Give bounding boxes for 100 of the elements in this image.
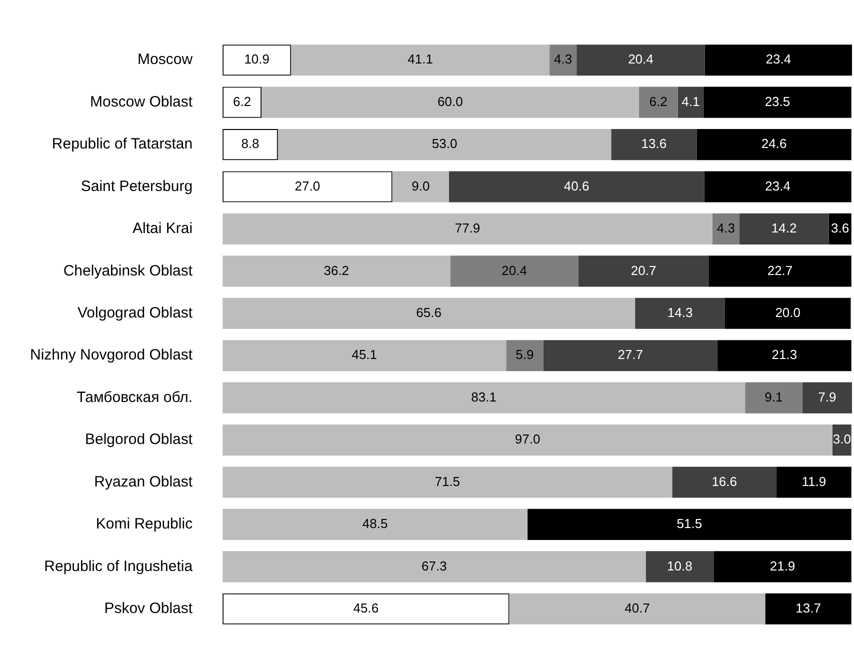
data-label: 22.7 (767, 262, 793, 278)
bar (696, 129, 852, 160)
bar (278, 129, 612, 160)
bar (528, 508, 852, 540)
data-label: 14.2 (771, 220, 797, 236)
bar (222, 340, 506, 372)
bar (543, 340, 718, 372)
bar (635, 298, 725, 329)
bar (222, 551, 646, 582)
data-label: 20.0 (775, 304, 801, 320)
bar (739, 213, 829, 244)
y-tick-label: Komi Republic (96, 516, 194, 533)
data-label: 20.7 (630, 262, 656, 278)
y-tick-label: Moscow Oblast (90, 93, 194, 110)
bar (578, 256, 709, 287)
bar (802, 382, 852, 414)
bar (745, 382, 802, 414)
data-label: 10.8 (667, 558, 692, 574)
bar (765, 593, 852, 624)
data-label: 36.2 (324, 262, 350, 278)
y-tick-label: Ryazan Oblast (94, 473, 194, 490)
data-label: 23.5 (764, 94, 790, 109)
data-label: 16.6 (712, 474, 738, 489)
data-label: 20.4 (628, 52, 654, 67)
data-label: 21.3 (772, 347, 798, 362)
bar (704, 86, 852, 118)
bar (828, 213, 852, 244)
bar (678, 86, 704, 118)
data-label: 97.0 (514, 432, 540, 447)
y-tick-label: Altai Krai (132, 220, 193, 238)
bar (708, 256, 852, 287)
y-tick-label: Pskov Oblast (104, 600, 194, 618)
bar (448, 171, 704, 202)
data-label: 6.2 (649, 94, 668, 109)
y-tick-label: Nizhny Novgorod Oblast (30, 346, 194, 364)
bar (672, 466, 777, 498)
data-label: 27.7 (618, 347, 644, 362)
data-label: 20.4 (502, 262, 527, 278)
bar (704, 44, 852, 76)
data-label: 3.0 (832, 432, 851, 447)
bar (776, 466, 852, 498)
bar (704, 171, 852, 202)
data-label: 5.9 (516, 347, 534, 362)
bar (450, 256, 578, 287)
data-label: 48.5 (362, 516, 388, 532)
data-label: 24.6 (761, 136, 787, 152)
bar (638, 86, 678, 118)
bar (222, 424, 833, 456)
bar (550, 44, 577, 76)
bar (724, 298, 851, 329)
y-tick-label: Republic of Tatarstan (52, 136, 193, 153)
data-label: 4.3 (716, 220, 735, 236)
data-label: 27.0 (294, 178, 320, 194)
y-tick-label: Belgorod Oblast (85, 431, 194, 448)
bar (712, 213, 740, 244)
data-label: 13.7 (796, 600, 821, 616)
bar (506, 340, 544, 372)
bar (646, 551, 714, 582)
data-label: 40.7 (624, 600, 650, 616)
data-label: 4.1 (682, 94, 700, 109)
data-label: 40.6 (564, 178, 590, 194)
data-label: 71.5 (434, 474, 460, 489)
data-label: 4.3 (554, 52, 572, 67)
y-tick-label: Moscow (138, 51, 193, 68)
data-label: 14.3 (667, 304, 693, 320)
bar (611, 129, 697, 160)
data-label: 9.1 (764, 389, 783, 404)
data-label: 10.9 (244, 52, 270, 67)
bar (222, 256, 450, 287)
y-tick-label: Тамбовская обл. (76, 388, 193, 406)
data-label: 67.3 (422, 558, 447, 574)
data-label: 45.6 (353, 600, 379, 616)
bar (714, 551, 852, 582)
data-label: 77.9 (454, 220, 480, 236)
bar (222, 213, 712, 244)
data-label: 11.9 (802, 474, 826, 489)
data-label: 21.9 (770, 558, 796, 574)
y-tick-label: Volgograd Oblast (78, 304, 194, 322)
data-label: 3.6 (831, 220, 850, 236)
bar (291, 44, 550, 76)
bar (222, 382, 746, 414)
y-tick-label: Republic of Ingushetia (44, 558, 194, 575)
data-label: 51.5 (676, 516, 702, 532)
y-tick-label: Chelyabinsk Oblast (63, 262, 194, 280)
bar (262, 86, 639, 118)
bar (576, 44, 705, 76)
data-label: 13.6 (641, 136, 667, 152)
data-label: 83.1 (471, 389, 496, 404)
data-label: 7.9 (818, 389, 836, 404)
data-label: 45.1 (352, 347, 378, 362)
data-label: 23.4 (765, 178, 790, 194)
data-label: 60.0 (438, 94, 463, 109)
data-label: 53.0 (432, 136, 458, 152)
data-label: 8.8 (241, 136, 260, 152)
bar (392, 171, 449, 202)
bar (509, 593, 766, 624)
y-tick-label: Saint Petersburg (80, 178, 193, 195)
bar (222, 508, 528, 540)
data-label: 23.4 (766, 52, 792, 67)
bar (222, 298, 636, 329)
